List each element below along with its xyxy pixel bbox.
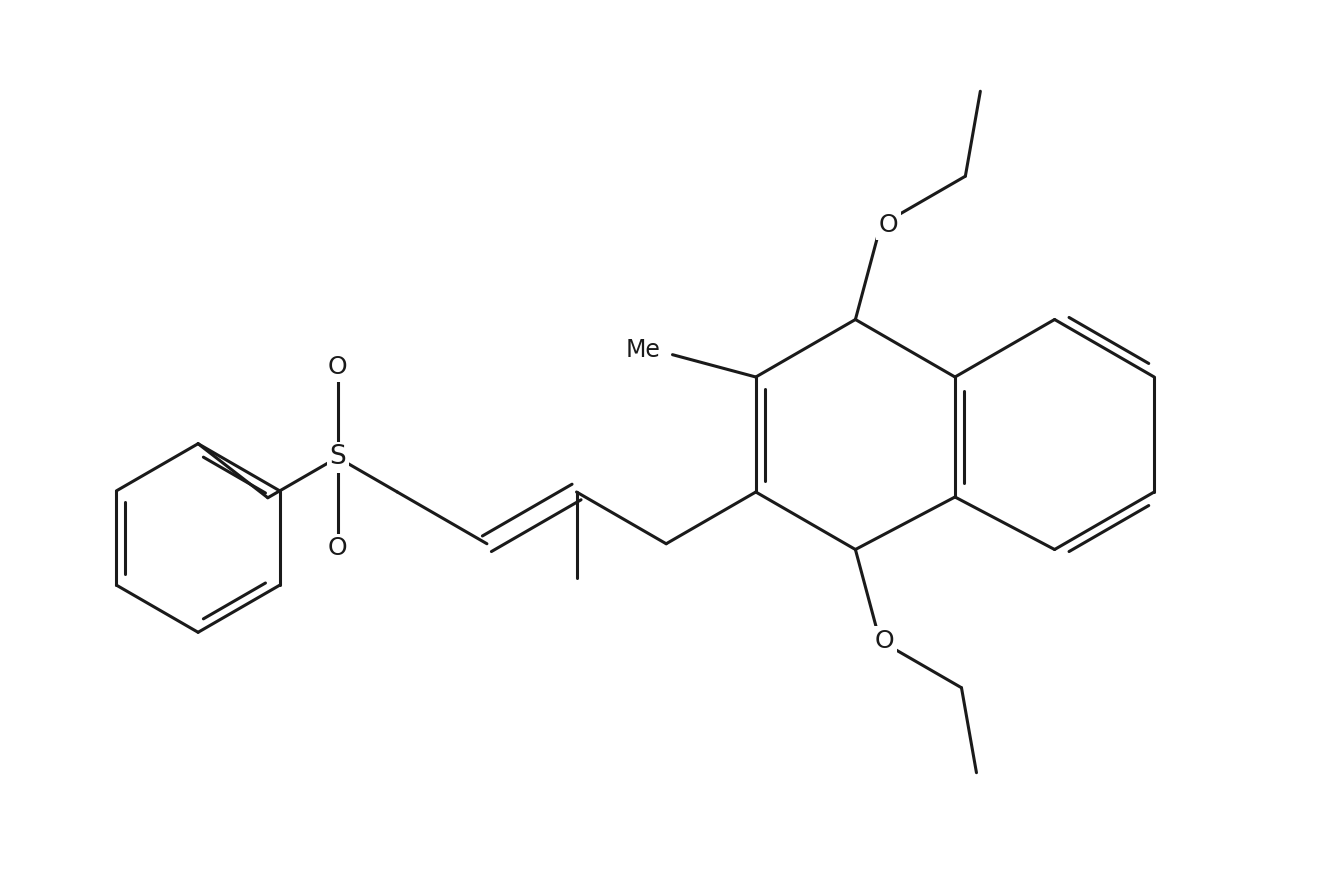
Text: O: O <box>327 536 347 560</box>
Text: S: S <box>329 444 346 470</box>
Text: Me: Me <box>626 338 660 361</box>
Text: O: O <box>875 629 895 653</box>
Text: O: O <box>879 213 899 237</box>
Text: O: O <box>327 355 347 379</box>
